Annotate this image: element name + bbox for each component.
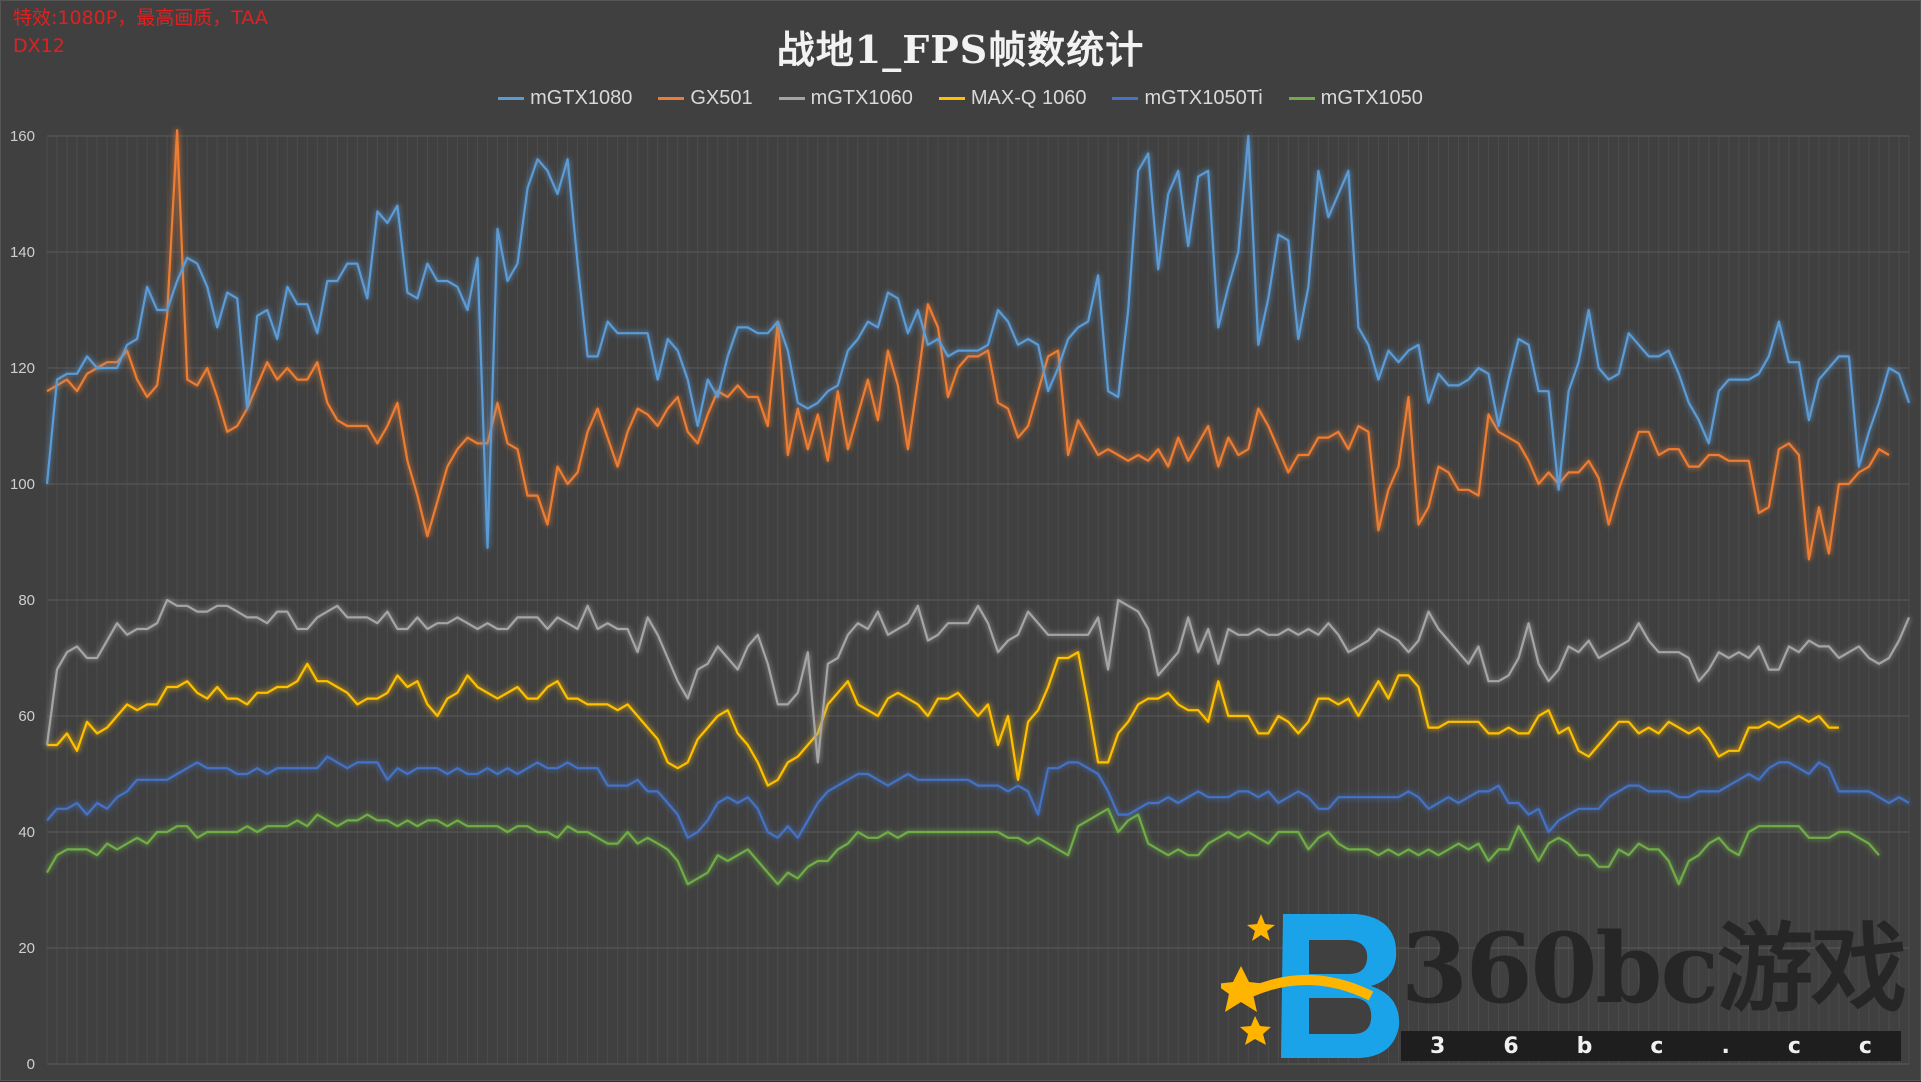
legend-label: MAX-Q 1060	[970, 87, 1087, 109]
watermark-text: 360bc游戏	[1401, 912, 1907, 1025]
series-line-mgtx1060	[45, 598, 1911, 764]
legend-item-mgtx1060: mGTX1060	[778, 87, 913, 110]
legend-item-max-q-1060: MAX-Q 1060	[938, 87, 1087, 110]
legend-swatch	[938, 97, 965, 100]
watermark-url-char: b	[1576, 1033, 1593, 1059]
series-line-mgtx1080	[45, 134, 1911, 549]
watermark-url-char: c	[1650, 1033, 1664, 1059]
y-tick-label: 80	[18, 592, 35, 609]
watermark-url: 3 6 b c. c c	[1401, 1031, 1901, 1061]
api-note: DX12	[13, 35, 65, 57]
settings-note: 特效:1080P，最高画质，TAA	[13, 7, 268, 29]
legend-swatch	[1288, 97, 1315, 100]
legend-item-mgtx1050ti: mGTX1050Ti	[1112, 87, 1263, 110]
legend-label: mGTX1050Ti	[1144, 87, 1263, 109]
y-tick-label: 160	[10, 128, 35, 145]
y-tick-label: 60	[18, 708, 35, 725]
y-tick-label: 100	[10, 476, 35, 493]
y-tick-label: 40	[18, 824, 35, 841]
legend-label: mGTX1050	[1320, 87, 1423, 109]
watermark-url-char: 6	[1503, 1033, 1519, 1059]
y-tick-label: 140	[10, 244, 35, 261]
legend-item-mgtx1050: mGTX1050	[1288, 87, 1423, 110]
y-tick-label: 120	[10, 360, 35, 377]
legend-swatch	[498, 97, 525, 100]
legend-item-gx501: GX501	[658, 87, 753, 110]
legend-label: GX501	[690, 87, 753, 109]
watermark-url-char: c	[1787, 1033, 1801, 1059]
chart-title: 战地1_FPS帧数统计	[776, 27, 1145, 72]
watermark-logo-icon	[1221, 914, 1400, 1059]
watermark-url-char: 3	[1430, 1033, 1446, 1059]
series-line-mgtx1050	[46, 807, 1880, 886]
legend-item-mgtx1080: mGTX1080	[498, 87, 632, 110]
legend-swatch	[778, 97, 805, 100]
legend-swatch	[1112, 97, 1139, 100]
watermark-url-char: c	[1858, 1033, 1872, 1059]
legend-label: mGTX1060	[810, 87, 913, 109]
series-line-gx501	[46, 129, 1890, 561]
series-line-max-q-1060	[47, 651, 1839, 787]
legend-swatch	[658, 97, 685, 100]
legend-label: mGTX1080	[530, 87, 633, 109]
y-tick-label: 20	[18, 940, 35, 957]
watermark: 360bc游戏 3 6 b c. c c	[1221, 906, 1911, 1066]
chart-legend: mGTX1080 GX501 mGTX1060 MAX-Q 1060 mGTX1050T…	[1, 87, 1920, 110]
y-tick-label: 0	[27, 1056, 35, 1073]
series-line-mgtx1050ti	[46, 755, 1910, 839]
watermark-url-char: .	[1721, 1033, 1730, 1059]
